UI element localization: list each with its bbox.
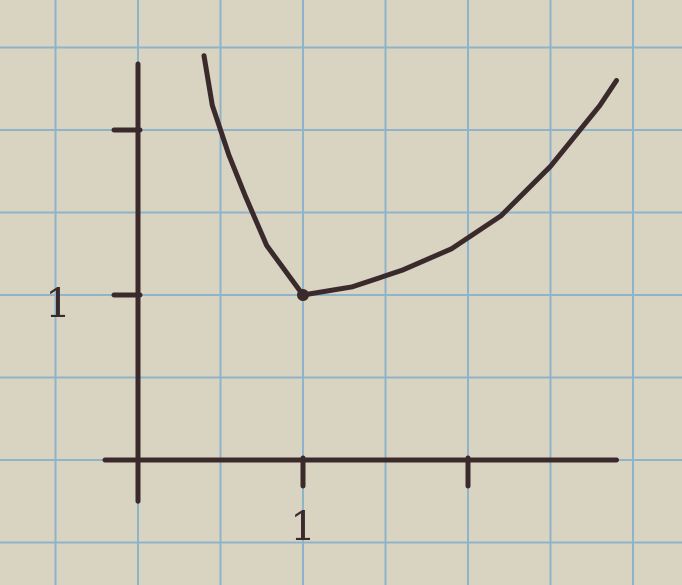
series-line xyxy=(201,53,619,298)
data-point-marker xyxy=(297,289,309,301)
x-tick-label: 1 xyxy=(290,504,315,550)
axes xyxy=(102,61,619,504)
plot-area xyxy=(201,53,619,301)
tick-labels: 11 xyxy=(45,281,315,550)
tick-marks xyxy=(111,127,471,489)
y-tick-label: 1 xyxy=(45,281,70,327)
